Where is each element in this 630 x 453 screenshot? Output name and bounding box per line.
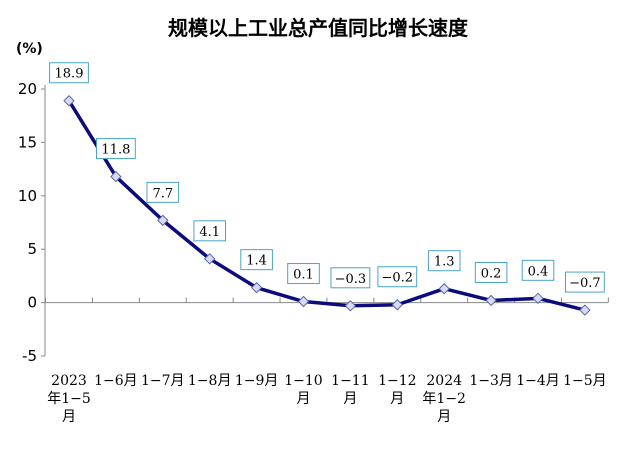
data-label-box xyxy=(146,181,180,203)
data-label: 18.9 xyxy=(55,67,84,82)
y-tick-label: 20 xyxy=(18,80,37,98)
x-tick-label: 1−4月 xyxy=(516,373,560,389)
data-point xyxy=(485,294,497,307)
data-label: 1.4 xyxy=(246,254,267,269)
x-tick-label: 1−3月 xyxy=(469,373,513,389)
data-label: 0.1 xyxy=(293,268,314,283)
data-point xyxy=(63,95,75,107)
x-tick-label: 2024 年1−2 月 xyxy=(422,373,466,425)
data-point xyxy=(110,170,122,183)
data-label: 0.4 xyxy=(528,264,549,279)
data-label: 7.7 xyxy=(152,186,173,201)
data-label-box xyxy=(193,220,226,242)
data-label: −0.2 xyxy=(382,271,414,286)
x-tick-label: 1−8月 xyxy=(188,373,232,389)
x-tick-label: 2023 年1−5 月 xyxy=(47,373,91,425)
data-point xyxy=(579,304,591,316)
data-label-box xyxy=(474,261,508,283)
data-series xyxy=(63,95,591,316)
data-label-box xyxy=(427,250,461,272)
data-label-box xyxy=(96,138,136,160)
x-tick-label: 1−9月 xyxy=(235,373,279,389)
data-label-box xyxy=(49,62,89,84)
data-labels: 18.9 11.8 7.7 4.1 1.4 0.1 −0.3 −0.2 1.3 0.2 0.4 −0.… xyxy=(49,62,605,293)
y-axis-unit: (%) xyxy=(16,41,43,57)
x-tick-label: 1−10 月 xyxy=(284,373,322,407)
y-tick-label: 10 xyxy=(18,187,37,205)
x-tick-label: 1−7月 xyxy=(141,373,185,389)
axes xyxy=(41,85,609,357)
chart-title: 规模以上工业总产值同比增长速度 xyxy=(168,16,469,40)
data-label: 4.1 xyxy=(199,225,220,240)
y-tick-label: -5 xyxy=(22,347,37,365)
data-point xyxy=(250,281,263,294)
x-tick-label: 1−6月 xyxy=(94,373,138,389)
tick-labels: 20 15 10 5 0 -5 2023 年1−5 月1−6月 1−7月 1−8月 1−9月 1−10 月… xyxy=(18,80,607,425)
data-point xyxy=(157,214,169,227)
y-tick-label: 15 xyxy=(18,133,37,151)
data-label: 1.3 xyxy=(434,255,455,270)
data-label: −0.7 xyxy=(569,276,601,291)
data-label-box xyxy=(287,263,320,285)
data-point xyxy=(344,300,357,312)
data-label: 11.8 xyxy=(101,143,130,158)
data-label-box xyxy=(565,271,605,293)
x-tick-label: 1−5月 xyxy=(563,373,607,389)
y-tick-label: 5 xyxy=(27,240,37,258)
x-tick-label: 1−12 月 xyxy=(378,373,416,407)
data-point xyxy=(532,292,544,305)
data-label-box xyxy=(377,266,418,288)
x-tick-label: 1−11 月 xyxy=(331,373,369,407)
data-label: −0.3 xyxy=(335,272,367,287)
y-tick-label: 0 xyxy=(27,294,37,312)
data-point xyxy=(297,295,310,308)
data-label-box xyxy=(330,267,371,289)
data-point xyxy=(391,299,404,311)
series-line xyxy=(67,99,586,312)
data-label: 0.2 xyxy=(481,266,502,281)
data-point xyxy=(203,253,216,265)
data-point xyxy=(438,283,450,295)
data-label-box xyxy=(240,249,273,271)
data-label-box xyxy=(521,259,555,281)
